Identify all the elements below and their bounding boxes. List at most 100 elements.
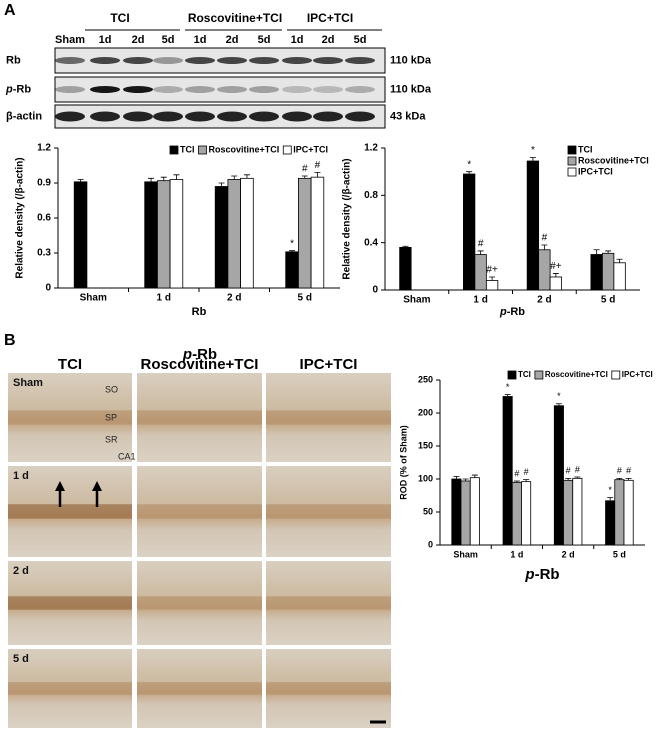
legend-swatch — [534, 370, 544, 380]
error-bar — [462, 478, 469, 481]
bar — [538, 249, 551, 291]
bar — [310, 176, 325, 289]
error-bar — [471, 474, 478, 478]
region-label: SP — [105, 412, 117, 422]
cell-layer — [8, 410, 132, 425]
legend-label: TCI — [518, 370, 531, 379]
lane-label: 2d — [322, 34, 335, 46]
blot-band — [249, 86, 279, 93]
significance-marker: # — [524, 467, 529, 477]
legend-label: TCI — [180, 144, 195, 154]
error-bar — [565, 477, 572, 481]
error-bar — [504, 394, 511, 397]
y-tick-label: 1.2 — [37, 143, 51, 154]
cell-layer — [266, 410, 391, 425]
x-tick-label: Sham — [80, 293, 107, 304]
blot-band — [217, 57, 247, 64]
bar — [169, 179, 184, 289]
cell-layer — [266, 682, 391, 695]
panel-title: p-Rb — [182, 346, 217, 363]
error-bar — [301, 175, 308, 179]
error-bar — [552, 273, 559, 277]
size-label: 110 kDa — [390, 83, 432, 95]
legend-swatch — [611, 370, 621, 380]
bar — [521, 481, 532, 546]
blot-band — [282, 86, 312, 93]
x-tick-label: 2 d — [227, 293, 241, 304]
lane-label: 1d — [99, 34, 112, 46]
bar — [549, 276, 562, 291]
error-bar — [148, 177, 155, 182]
cell-layer — [8, 596, 132, 610]
panel-label: A — [4, 2, 16, 19]
x-tick-label: 5 d — [601, 295, 615, 306]
y-tick-label: 0.3 — [37, 248, 51, 259]
cell-layer — [137, 410, 262, 425]
bar — [526, 160, 540, 291]
lane-label: 1d — [291, 34, 304, 46]
y-axis-label: Relative density (/β-actin) — [342, 158, 353, 279]
error-bar — [402, 245, 409, 248]
bar — [157, 180, 171, 289]
significance-marker: * — [506, 382, 510, 392]
row-label: Rb — [6, 54, 21, 66]
legend-swatch — [567, 156, 577, 166]
legend-label: Roscovitine+TCI — [209, 144, 280, 154]
legend-label: IPC+TCI — [622, 370, 653, 379]
bar — [285, 251, 299, 289]
significance-marker: * — [290, 238, 294, 249]
cell-layer — [137, 504, 262, 519]
error-bar — [605, 250, 612, 254]
error-bar — [160, 176, 167, 181]
error-bar — [314, 172, 321, 178]
bar — [227, 179, 241, 289]
significance-marker: # — [514, 468, 519, 478]
blot-band — [123, 111, 153, 122]
blot-band — [55, 86, 85, 93]
blot-band — [55, 57, 85, 64]
y-tick-label: 0.4 — [364, 237, 378, 248]
x-tick-label: 2 d — [537, 295, 551, 306]
significance-marker: * — [467, 159, 471, 170]
error-bar — [466, 171, 473, 175]
y-tick-label: 250 — [418, 374, 433, 384]
blot-band — [153, 86, 183, 93]
error-bar — [574, 476, 581, 479]
significance-marker: # — [478, 239, 484, 250]
bar — [460, 480, 471, 546]
bar — [240, 177, 254, 289]
blot-band — [345, 57, 375, 64]
y-tick-label: 1.2 — [364, 143, 378, 154]
bar — [511, 481, 522, 546]
blot-band — [185, 57, 215, 64]
legend-label: Roscovitine+TCI — [545, 370, 608, 379]
row-label: 5 d — [13, 653, 29, 665]
significance-marker: * — [557, 391, 561, 401]
error-bar — [523, 479, 530, 482]
error-bar — [625, 477, 632, 481]
y-tick-label: 0.6 — [37, 213, 51, 224]
significance-marker: # — [302, 164, 308, 175]
group-header: IPC+TCI — [307, 11, 353, 25]
significance-marker: #+ — [550, 261, 562, 272]
blot-band — [185, 111, 215, 122]
lane-label: Sham — [55, 34, 85, 46]
legend-label: TCI — [578, 144, 593, 154]
lane-label: 1d — [194, 34, 207, 46]
row-label: p-Rb — [5, 83, 31, 95]
blot-band — [153, 111, 183, 122]
bar — [601, 252, 615, 291]
cell-layer — [266, 504, 391, 519]
significance-marker: # — [575, 464, 580, 474]
x-tick-label: 1 d — [157, 293, 171, 304]
y-tick-label: 100 — [418, 473, 433, 483]
bar — [298, 177, 312, 289]
region-label: SR — [105, 434, 118, 444]
lane-label: 2d — [132, 34, 145, 46]
blot-band — [282, 111, 312, 122]
significance-marker: # — [626, 466, 631, 476]
legend-label: IPC+TCI — [578, 166, 613, 176]
blot-band — [90, 111, 120, 122]
blot-band — [313, 57, 343, 64]
error-bar — [529, 157, 536, 162]
